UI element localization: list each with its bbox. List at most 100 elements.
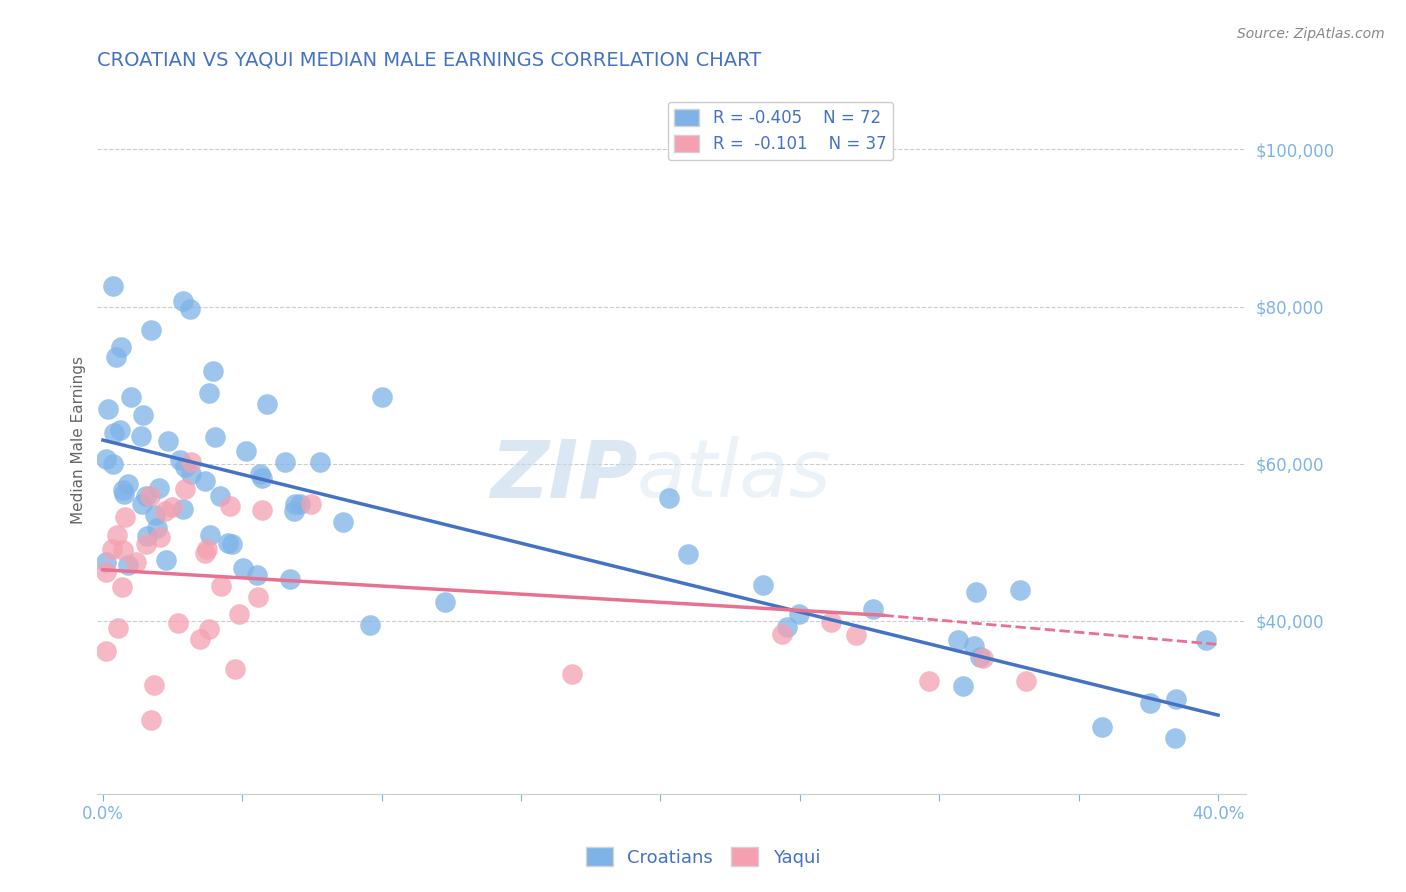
Point [198,622,221,636]
Point [105,350,128,364]
Point [142,678,165,692]
Point [180,467,202,482]
Point [169,453,191,467]
Point [120,390,142,404]
Point [359,618,381,632]
Point [112,543,135,558]
Point [224,663,246,677]
Point [112,483,135,497]
Point [153,504,176,518]
Point [179,301,201,316]
Point [228,607,250,622]
Point [966,585,988,599]
Point [969,650,991,665]
Point [252,471,274,485]
Point [149,530,172,544]
Point [250,503,273,517]
Y-axis label: Median Male Earnings: Median Male Earnings [72,356,86,524]
Point [288,497,311,511]
Point [770,627,793,641]
Point [97,402,120,417]
Point [131,497,153,511]
Point [94,452,117,467]
Point [561,667,583,681]
Legend: R = -0.405    N = 72, R =  -0.101    N = 37: R = -0.405 N = 72, R = -0.101 N = 37 [668,102,893,160]
Point [141,323,163,337]
Point [1010,582,1032,597]
Point [143,508,166,523]
Point [132,409,155,423]
Point [112,486,135,500]
Point [107,621,129,635]
Point [299,497,322,511]
Point [201,364,224,378]
Point [209,579,232,593]
Point [197,386,219,401]
Point [820,615,842,629]
Point [952,679,974,693]
Point [787,607,810,621]
Point [156,434,179,448]
Point [217,535,239,549]
Point [117,558,139,573]
Point [94,555,117,569]
Point [146,521,169,535]
Point [332,515,354,529]
Point [246,568,269,582]
Point [162,500,184,515]
Point [274,455,297,469]
Point [103,457,125,471]
Point [135,536,157,550]
Point [283,504,305,518]
Point [172,502,194,516]
Point [110,340,132,354]
Point [862,602,884,616]
Point [125,556,148,570]
Point [180,455,202,469]
Point [1139,696,1161,710]
Point [972,651,994,665]
Point [246,590,269,604]
Point [221,537,243,551]
Point [308,454,330,468]
Point [918,674,941,689]
Point [198,527,221,541]
Point [94,565,117,579]
Legend: Croatians, Yaqui: Croatians, Yaqui [579,840,827,874]
Point [1166,691,1188,706]
Point [195,541,218,556]
Point [108,423,131,437]
Point [1163,731,1185,745]
Point [370,390,392,404]
Point [946,632,969,647]
Point [752,578,775,592]
Point [174,459,197,474]
Point [845,628,868,642]
Point [235,443,257,458]
Point [776,620,799,634]
Point [232,561,254,575]
Point [1091,720,1114,734]
Point [194,475,217,489]
Text: atlas: atlas [637,436,832,515]
Point [172,294,194,309]
Point [204,430,226,444]
Point [249,467,271,482]
Point [174,483,197,497]
Point [278,572,301,586]
Point [658,491,681,505]
Point [103,278,125,293]
Point [100,541,122,556]
Point [103,425,125,440]
Point [148,481,170,495]
Point [114,510,136,524]
Text: CROATIAN VS YAQUI MEDIAN MALE EARNINGS CORRELATION CHART: CROATIAN VS YAQUI MEDIAN MALE EARNINGS C… [97,51,762,70]
Point [962,639,984,653]
Point [117,477,139,491]
Point [256,397,278,411]
Point [676,547,699,561]
Point [166,615,188,630]
Point [139,490,162,504]
Point [1015,673,1038,688]
Point [284,497,307,511]
